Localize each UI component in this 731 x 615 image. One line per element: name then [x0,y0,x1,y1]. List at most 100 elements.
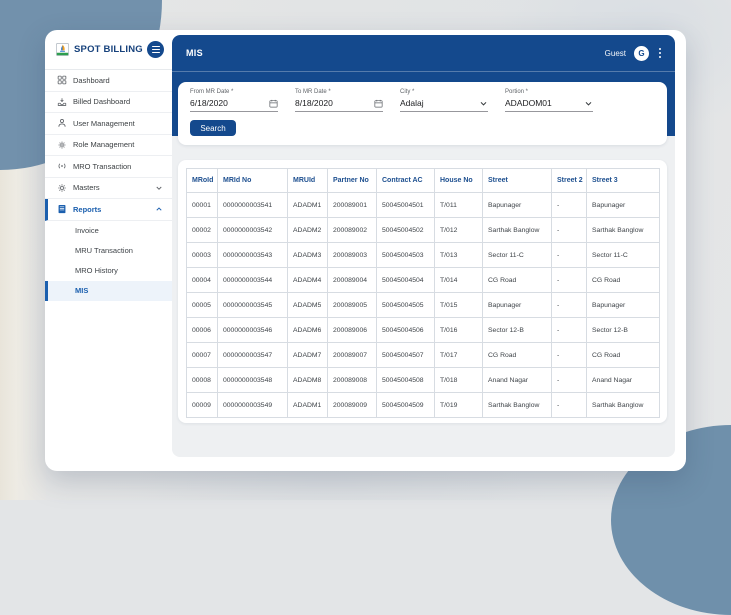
user-name-label: Guest [604,48,626,58]
broadcast-icon [57,161,67,171]
table-cell: ADADM8 [287,367,328,393]
hamburger-menu-button[interactable] [147,41,164,58]
column-header: Street 2 [551,168,587,193]
table-cell: 00009 [186,392,218,418]
table-cell: CG Road [586,267,660,293]
table-row: 00005 0000000003545 ADADM5 200089005 5004500… [186,292,660,318]
table-cell: ADADM1 [287,392,328,418]
table-row: 00007 0000000003547 ADADM7 200089007 5004500… [186,342,660,368]
table-cell: 0000000003547 [217,342,288,368]
table-cell: 200089003 [327,242,377,268]
sidebar-item-reports[interactable]: Reports [45,199,172,221]
sidebar-subitem-label: Invoice [75,226,99,235]
sidebar-subitem-label: MIS [75,286,89,295]
sidebar-item-label: Reports [73,204,102,214]
chevron-down-icon [155,184,163,192]
sidebar-subitem-mru-transaction[interactable]: MRU Transaction [45,241,172,261]
search-button[interactable]: Search [190,120,236,136]
sidebar-item-label: User Management [73,118,135,128]
table-cell: Bapunager [482,292,552,318]
from-mr-date-field[interactable]: From MR Date * 6/18/2020 [190,89,278,112]
chevron-up-icon [155,205,163,213]
table-row: 00009 0000000003549 ADADM1 200089009 5004500… [186,392,660,418]
table-cell: CG Road [586,342,660,368]
table-cell: 200089008 [327,367,377,393]
table-row: 00001 0000000003541 ADADM1 200089001 5004500… [186,192,660,218]
reports-icon [57,204,67,214]
table-cell: 0000000003545 [217,292,288,318]
column-header: Partner No [327,168,377,193]
table-cell: Sarthak Banglow [586,392,660,418]
table-cell: - [551,342,587,368]
sidebar-item-masters[interactable]: Masters [45,178,172,199]
table-cell: 50045004506 [376,317,435,343]
table-cell: T/013 [434,242,483,268]
table-cell: - [551,367,587,393]
table-cell: 00001 [186,192,218,218]
sidebar-item-mro-transaction[interactable]: MRO Transaction [45,156,172,178]
table-cell: 00006 [186,317,218,343]
table-cell: 0000000003546 [217,317,288,343]
table-cell: ADADM3 [287,242,328,268]
table-row: 00003 0000000003543 ADADM3 200089003 5004500… [186,242,660,268]
sidebar-item-billed-dashboard[interactable]: Billed Dashboard [45,92,172,113]
sidebar-subitem-label: MRO History [75,266,118,275]
sidebar-subitem-mro-history[interactable]: MRO History [45,261,172,281]
sidebar-subitem-invoice[interactable]: Invoice [45,221,172,241]
report-table-panel: MRoId MRId No MRUId Partner No Contract … [178,160,667,423]
table-cell: - [551,392,587,418]
mis-report-table: MRoId MRId No MRUId Partner No Contract … [186,168,660,418]
column-header: MRUId [287,168,328,193]
table-cell: 00007 [186,342,218,368]
table-cell: ADADM7 [287,342,328,368]
table-row: 00002 0000000003542 ADADM2 200089002 5004500… [186,217,660,243]
table-cell: 50045004501 [376,192,435,218]
calendar-icon[interactable] [269,99,278,108]
dashboard-grid-icon [57,75,67,85]
column-header: MRId No [217,168,288,193]
table-cell: CG Road [482,342,552,368]
city-select[interactable]: City * Adalaj [400,89,488,112]
table-cell: ADADM6 [287,317,328,343]
sidebar-subitem-mis[interactable]: MIS [45,280,172,301]
to-mr-date-field[interactable]: To MR Date * 8/18/2020 [295,89,383,112]
table-cell: - [551,317,587,343]
table-cell: 00005 [186,292,218,318]
chevron-down-icon[interactable] [479,99,488,108]
table-cell: - [551,292,587,318]
calendar-icon[interactable] [374,99,383,108]
main-content: MIS Guest G From MR Date * 6/18/2020 [172,35,675,457]
table-cell: ADADM1 [287,192,328,218]
billed-dashboard-icon [57,97,67,107]
avatar[interactable]: G [634,45,649,61]
to-mr-date-value: 8/18/2020 [295,98,333,108]
table-cell: T/018 [434,367,483,393]
table-row: 00008 0000000003548 ADADM8 200089008 5004500… [186,367,660,393]
table-row: 00004 0000000003544 ADADM4 200089004 5004500… [186,267,660,293]
brand-title: SPOT BILLING [74,44,143,55]
sidebar-item-role-management[interactable]: Role Management [45,135,172,156]
table-cell: 50045004502 [376,217,435,243]
from-mr-date-value: 6/18/2020 [190,98,228,108]
sidebar-item-user-management[interactable]: User Management [45,113,172,135]
page-title: MIS [186,48,203,58]
app-logo-icon [56,43,69,56]
table-cell: 00003 [186,242,218,268]
table-cell: T/015 [434,292,483,318]
table-cell: Sector 12-B [586,317,660,343]
table-cell: ADADM5 [287,292,328,318]
sidebar-header: SPOT BILLING [45,30,172,70]
sidebar-item-label: Billed Dashboard [73,97,131,107]
column-header: Street 3 [586,168,660,193]
column-header: House No [434,168,483,193]
sidebar-item-dashboard[interactable]: Dashboard [45,70,172,92]
kebab-menu-icon[interactable] [657,46,663,59]
table-cell: 00004 [186,267,218,293]
table-cell: Anand Nagar [482,367,552,393]
portion-select[interactable]: Portion * ADADOM01 [505,89,593,112]
table-cell: - [551,267,587,293]
table-cell: 00008 [186,367,218,393]
table-cell: 200089002 [327,217,377,243]
chevron-down-icon[interactable] [584,99,593,108]
table-body: 00001 0000000003541 ADADM1 200089001 5004500… [186,192,660,418]
